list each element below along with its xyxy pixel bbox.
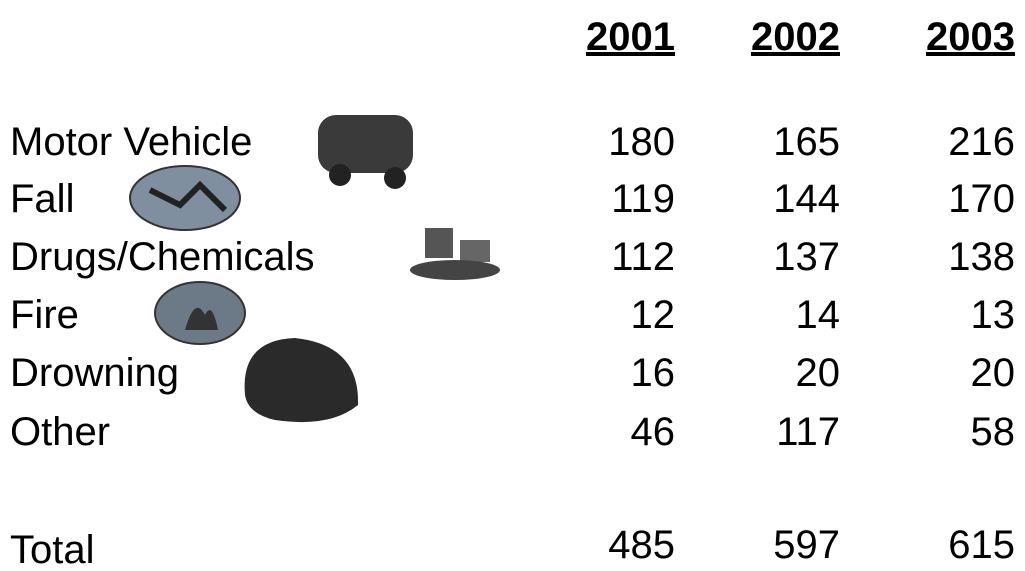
row-label: Fire — [10, 293, 79, 337]
cell-value: 12 — [631, 293, 676, 337]
fire-flame — [185, 307, 218, 330]
column-header: 2002 — [751, 15, 840, 59]
cell-value: 138 — [948, 235, 1015, 279]
cell-value: 180 — [608, 120, 675, 164]
drowning-icon — [244, 338, 359, 423]
cell-value: 119 — [611, 177, 675, 221]
cell-value: 46 — [631, 410, 676, 454]
pills-icon — [410, 260, 500, 280]
cell-value: 20 — [796, 351, 841, 395]
cell-value: 216 — [948, 120, 1015, 164]
cell-value: 117 — [776, 410, 840, 454]
cell-value: 58 — [971, 410, 1016, 454]
car-wheel — [329, 164, 351, 186]
column-header: 2003 — [926, 15, 1015, 59]
cell-value: 165 — [773, 120, 840, 164]
total-value: 615 — [948, 523, 1015, 567]
row-label: Drowning — [10, 351, 179, 395]
row-label: Motor Vehicle — [10, 120, 252, 164]
cell-value: 14 — [796, 293, 841, 337]
fall-figure — [148, 180, 228, 213]
car-wheel — [384, 167, 406, 189]
cell-value: 112 — [611, 235, 675, 279]
column-header: 2001 — [586, 15, 675, 59]
total-value: 485 — [608, 523, 675, 567]
row-label: Fall — [10, 177, 74, 221]
cell-value: 13 — [971, 293, 1016, 337]
clipart — [129, 115, 500, 423]
total-label: Total — [10, 528, 95, 571]
cell-value: 20 — [971, 351, 1016, 395]
cell-value: 16 — [631, 351, 676, 395]
car-icon — [318, 115, 413, 173]
bottle-icon — [425, 228, 453, 258]
row-label: Other — [10, 410, 110, 454]
row-label: Drugs/Chemicals — [10, 235, 315, 279]
cell-value: 144 — [773, 177, 840, 221]
cell-value: 170 — [948, 177, 1015, 221]
table: 2001 2002 2003 Motor Vehicle 180 165 216 Fall 11… — [10, 15, 1015, 571]
bottle-icon — [460, 240, 490, 262]
total-value: 597 — [773, 523, 840, 567]
cell-value: 137 — [773, 235, 840, 279]
